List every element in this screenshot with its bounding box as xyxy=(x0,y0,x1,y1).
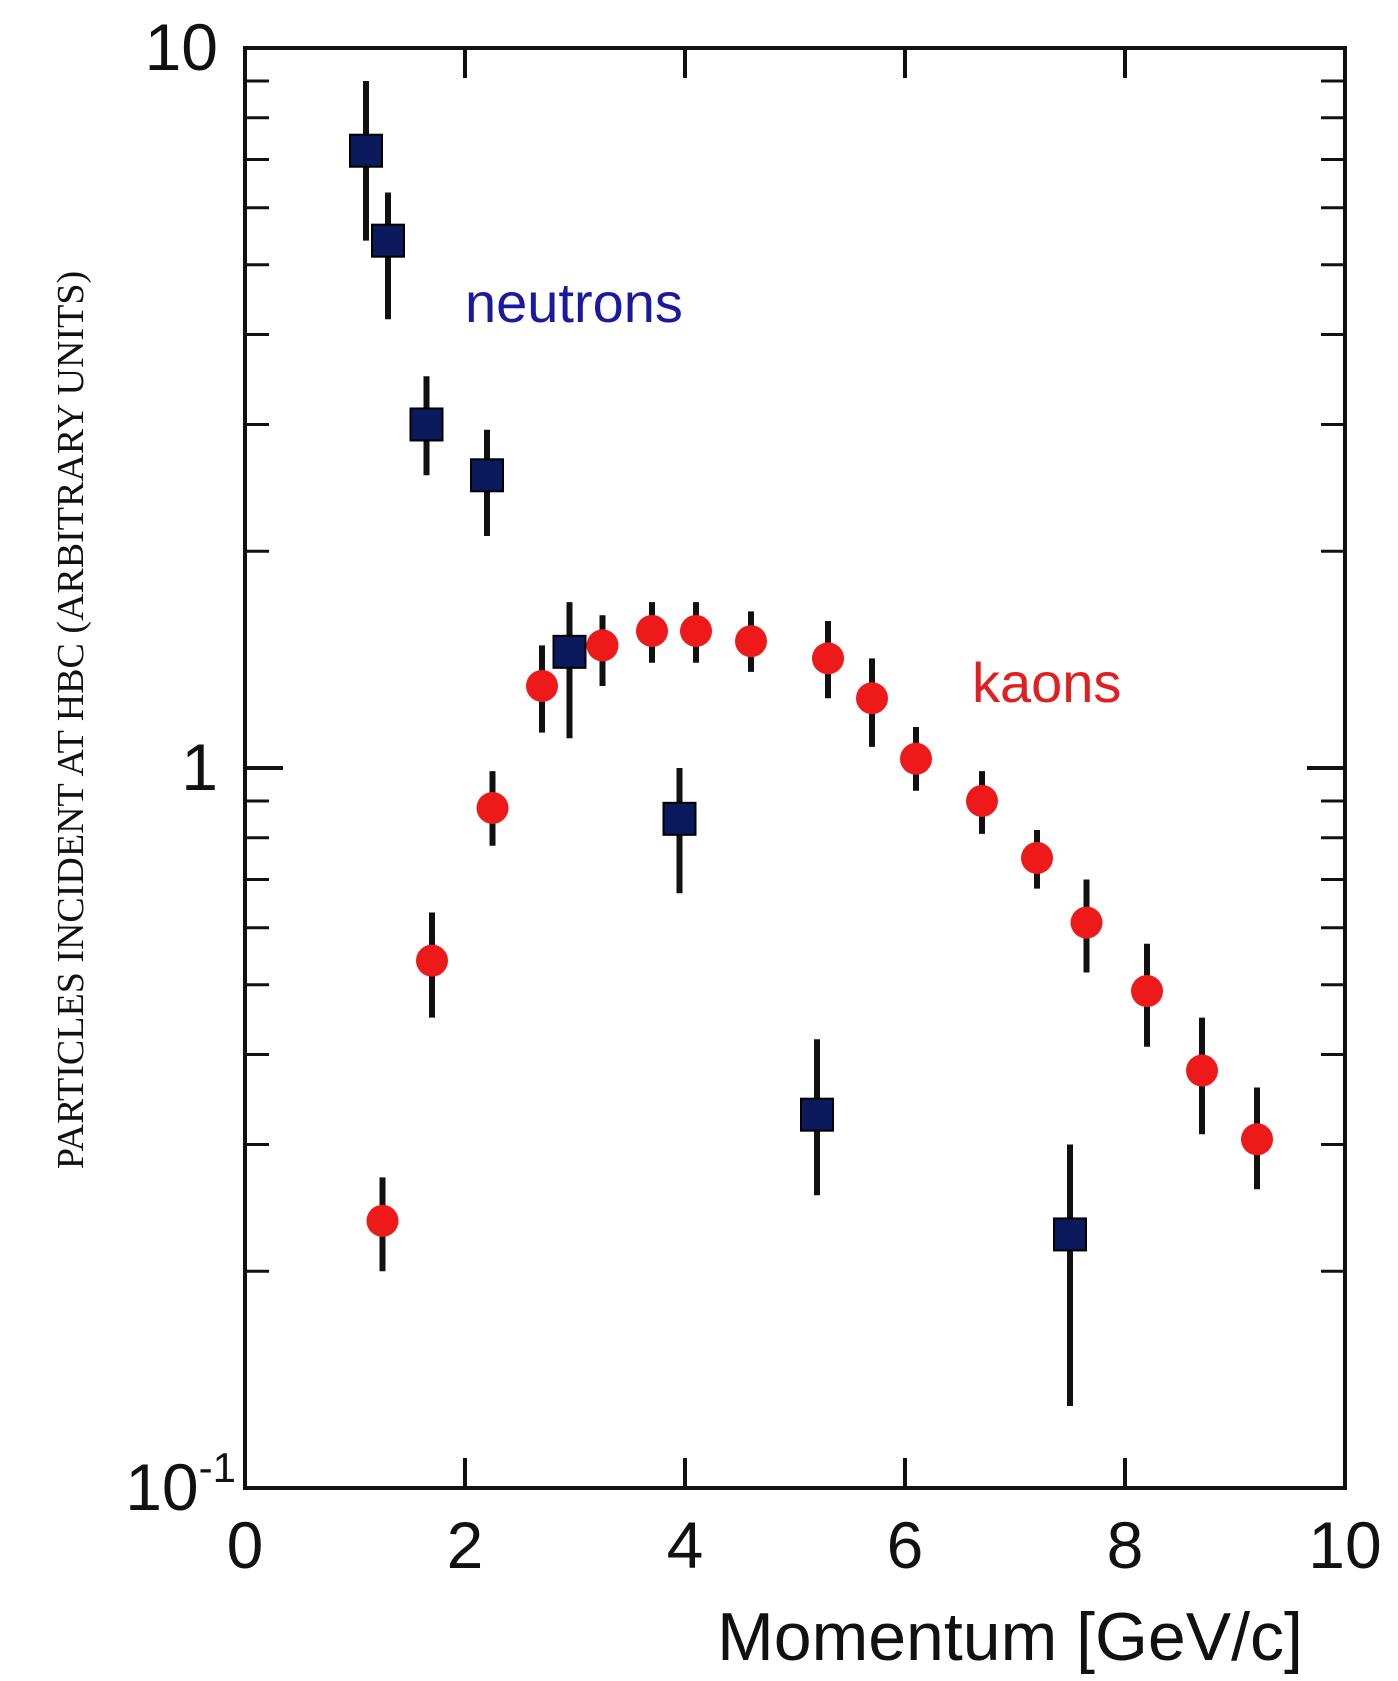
y-tick-label: 10-1 xyxy=(125,1444,236,1524)
neutrons-point xyxy=(552,634,587,669)
kaons-point xyxy=(1021,841,1053,874)
kaons-point xyxy=(366,1204,399,1237)
kaons-point xyxy=(1131,975,1163,1008)
kaons-point xyxy=(680,614,712,647)
axis-ticks xyxy=(243,46,1347,1490)
kaons-point xyxy=(966,784,998,817)
kaons-point xyxy=(1070,906,1103,939)
x-tick-label: 4 xyxy=(667,1508,704,1582)
x-tick-label: 6 xyxy=(887,1508,924,1582)
y-tick-base: 10 xyxy=(125,1450,198,1524)
kaons-point xyxy=(900,742,932,775)
x-tick-label: 2 xyxy=(447,1508,484,1582)
neutrons-point xyxy=(1053,1217,1087,1252)
y-tick-label: 1 xyxy=(181,730,218,804)
x-axis-label: Momentum [GeV/c] xyxy=(717,1599,1303,1675)
neutrons-point xyxy=(800,1097,834,1132)
kaons-point xyxy=(416,944,448,977)
plot-border xyxy=(243,46,1347,1490)
neutrons-series-label: neutrons xyxy=(465,271,683,334)
neutrons-point xyxy=(662,801,697,836)
kaons-point xyxy=(1241,1123,1273,1156)
kaons-point xyxy=(856,682,888,715)
neutrons-point xyxy=(409,407,444,442)
kaons-point xyxy=(735,625,767,658)
kaons-point xyxy=(476,791,509,824)
x-tick-label: 8 xyxy=(1107,1508,1144,1582)
y-axis-label: PARTICLES INCIDENT AT HBC (ARBITRARY UNI… xyxy=(50,271,92,1169)
kaons-point xyxy=(526,669,558,702)
kaons-point xyxy=(1186,1054,1218,1087)
data-markers xyxy=(349,133,1273,1252)
kaons-point xyxy=(812,642,844,675)
neutrons-point xyxy=(371,223,405,258)
y-tick-exponent: -1 xyxy=(199,1444,236,1491)
y-tick-base: 10 xyxy=(145,10,218,84)
y-tick-label: 10 xyxy=(145,10,218,84)
neutrons-point xyxy=(470,458,504,493)
neutrons-point xyxy=(349,133,383,168)
kaons-series-label: kaons xyxy=(972,651,1121,714)
y-tick-base: 1 xyxy=(181,730,218,804)
plot-frame xyxy=(243,46,1347,1490)
x-tick-label: 0 xyxy=(227,1508,264,1582)
kaons-point xyxy=(636,614,668,647)
kaons-point xyxy=(586,629,619,662)
x-tick-label: 10 xyxy=(1308,1508,1381,1582)
